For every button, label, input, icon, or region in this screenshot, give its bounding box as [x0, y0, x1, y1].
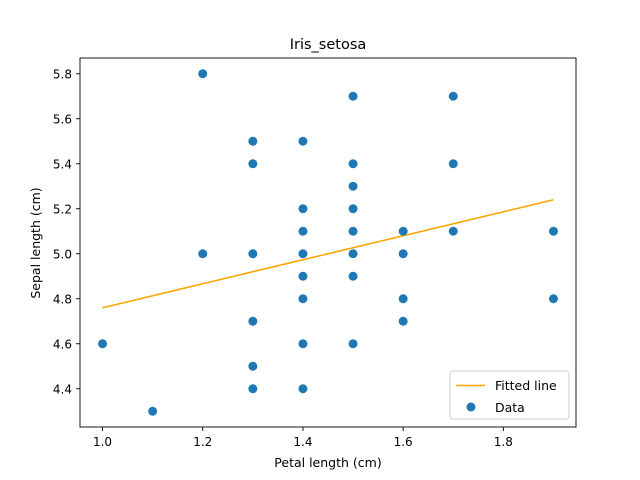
data-point [148, 406, 158, 416]
legend-data-label: Data [495, 400, 525, 415]
legend: Fitted line Data [449, 370, 570, 420]
x-tick-label: 1.8 [494, 435, 513, 449]
y-tick-label: 5.4 [53, 157, 72, 171]
data-point [398, 249, 408, 259]
y-tick-label: 4.6 [53, 337, 72, 351]
data-point [248, 136, 258, 146]
data-point [298, 384, 308, 394]
x-tick-label: 1.4 [293, 435, 312, 449]
data-point [248, 384, 258, 394]
data-point [298, 249, 308, 259]
data-point [248, 361, 258, 371]
data-point [448, 91, 458, 101]
data-point [348, 204, 358, 214]
data-point [298, 294, 308, 304]
data-point [398, 226, 408, 236]
x-axis-label: Petal length (cm) [274, 455, 381, 470]
data-point [248, 316, 258, 326]
data-point [348, 249, 358, 259]
y-tick-label: 5.8 [53, 67, 72, 81]
data-point [348, 159, 358, 169]
data-point [298, 136, 308, 146]
data-point [298, 226, 308, 236]
legend-data-swatch [466, 402, 476, 412]
y-tick-label: 5.2 [53, 202, 72, 216]
data-point [98, 339, 108, 349]
y-tick-label: 5.6 [53, 112, 72, 126]
plot-area [98, 69, 558, 416]
y-tick-label: 4.4 [53, 382, 72, 396]
y-tick-label: 4.8 [53, 292, 72, 306]
data-point [298, 204, 308, 214]
axes: 1.0 1.2 1.4 1.6 1.8 4.4 4.6 4.8 5.0 5.2 5.4 5.6 5.8 [53, 57, 577, 449]
y-axis-ticks: 4.4 4.6 4.8 5.0 5.2 5.4 5.6 5.8 [53, 67, 80, 396]
data-point [348, 91, 358, 101]
legend-box [449, 370, 570, 420]
data-point [198, 69, 208, 79]
data-point [298, 339, 308, 349]
data-point [348, 339, 358, 349]
data-point [448, 159, 458, 169]
y-tick-label: 5.0 [53, 247, 72, 261]
legend-fitted-line-label: Fitted line [495, 378, 557, 393]
data-point [398, 294, 408, 304]
x-tick-label: 1.6 [394, 435, 413, 449]
chart-title: Iris_setosa [290, 37, 367, 53]
data-point [548, 226, 558, 236]
fitted-line [102, 198, 554, 309]
x-tick-label: 1.2 [193, 435, 212, 449]
data-point [248, 159, 258, 169]
data-point [548, 294, 558, 304]
x-tick-label: 1.0 [93, 435, 112, 449]
data-point [348, 271, 358, 281]
data-point [398, 316, 408, 326]
data-point [348, 226, 358, 236]
data-point [298, 271, 308, 281]
axes-frame [79, 57, 577, 428]
data-point [448, 226, 458, 236]
x-axis-ticks: 1.0 1.2 1.4 1.6 1.8 [93, 427, 513, 449]
data-point [248, 249, 258, 259]
y-axis-label: Sepal length (cm) [28, 187, 43, 298]
data-point [348, 181, 358, 191]
data-point [198, 249, 208, 259]
